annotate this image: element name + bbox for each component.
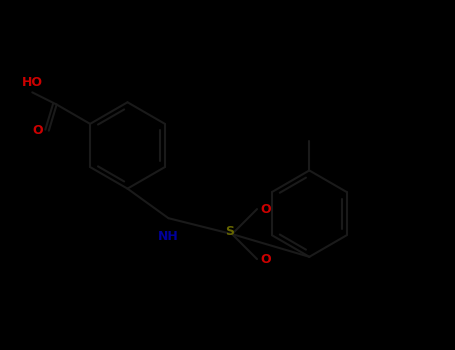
Text: NH: NH	[158, 230, 179, 243]
Text: HO: HO	[22, 76, 43, 89]
Text: O: O	[261, 203, 271, 216]
Text: O: O	[33, 124, 43, 137]
Text: S: S	[225, 225, 234, 238]
Text: O: O	[261, 253, 271, 266]
